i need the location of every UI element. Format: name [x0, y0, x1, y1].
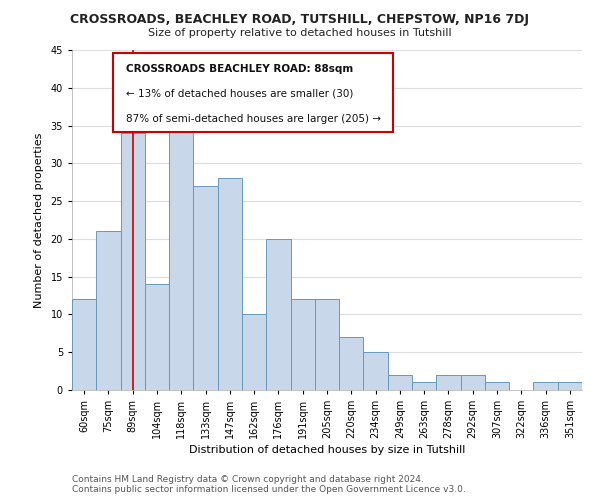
- Bar: [145, 284, 169, 390]
- Bar: [169, 118, 193, 390]
- Bar: [558, 382, 582, 390]
- Bar: [485, 382, 509, 390]
- Text: CROSSROADS, BEACHLEY ROAD, TUTSHILL, CHEPSTOW, NP16 7DJ: CROSSROADS, BEACHLEY ROAD, TUTSHILL, CHE…: [71, 12, 530, 26]
- Bar: [315, 300, 339, 390]
- Text: Size of property relative to detached houses in Tutshill: Size of property relative to detached ho…: [148, 28, 452, 38]
- Y-axis label: Number of detached properties: Number of detached properties: [34, 132, 44, 308]
- Bar: [461, 375, 485, 390]
- Bar: [339, 337, 364, 390]
- Bar: [193, 186, 218, 390]
- Bar: [96, 232, 121, 390]
- Text: Contains HM Land Registry data © Crown copyright and database right 2024.: Contains HM Land Registry data © Crown c…: [72, 475, 424, 484]
- X-axis label: Distribution of detached houses by size in Tutshill: Distribution of detached houses by size …: [189, 446, 465, 456]
- Text: 87% of semi-detached houses are larger (205) →: 87% of semi-detached houses are larger (…: [125, 114, 380, 124]
- Bar: [242, 314, 266, 390]
- Bar: [290, 300, 315, 390]
- FancyBboxPatch shape: [113, 54, 394, 132]
- Bar: [533, 382, 558, 390]
- Bar: [72, 300, 96, 390]
- Text: Contains public sector information licensed under the Open Government Licence v3: Contains public sector information licen…: [72, 485, 466, 494]
- Bar: [121, 133, 145, 390]
- Text: ← 13% of detached houses are smaller (30): ← 13% of detached houses are smaller (30…: [125, 89, 353, 99]
- Text: CROSSROADS BEACHLEY ROAD: 88sqm: CROSSROADS BEACHLEY ROAD: 88sqm: [125, 64, 353, 74]
- Bar: [218, 178, 242, 390]
- Bar: [388, 375, 412, 390]
- Bar: [412, 382, 436, 390]
- Bar: [266, 239, 290, 390]
- Bar: [436, 375, 461, 390]
- Bar: [364, 352, 388, 390]
